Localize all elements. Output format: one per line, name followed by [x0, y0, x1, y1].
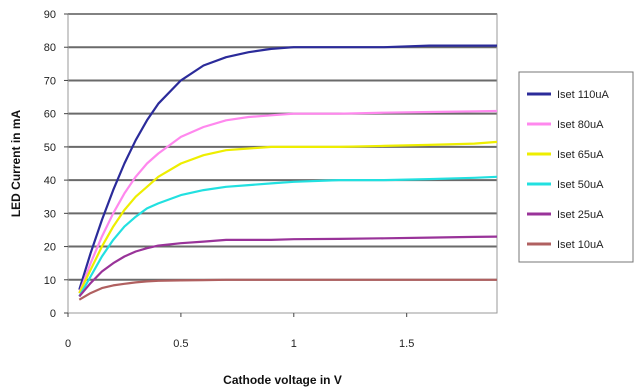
y-tick-label: 70 [44, 75, 56, 87]
y-tick-label: 90 [44, 9, 56, 21]
legend: Iset 110uA Iset 80uA Iset 65uA Iset 50uA Ise… [518, 71, 634, 263]
plot-area [67, 13, 498, 314]
y-axis-label: LED Current in mA [9, 110, 23, 218]
legend-label: Iset 80uA [557, 119, 604, 131]
y-tick-label: 80 [44, 42, 56, 54]
x-tick-label: 1.5 [399, 338, 414, 350]
y-tick-label: 30 [44, 208, 56, 220]
y-tick-label: 0 [50, 308, 56, 320]
legend-label: Iset 25uA [557, 209, 604, 221]
series-lines [78, 44, 498, 301]
y-axis-ticks: 0 10 20 30 40 50 60 70 80 90 [44, 9, 68, 320]
legend-box [518, 71, 634, 263]
series-line-1 [78, 44, 497, 291]
y-tick-label: 20 [44, 242, 56, 254]
y-tick-label: 60 [44, 109, 56, 121]
x-tick-label: 1 [291, 338, 297, 350]
x-tick-label: 0.5 [173, 338, 188, 350]
legend-label: Iset 50uA [557, 179, 604, 191]
y-tick-label: 40 [44, 175, 56, 187]
series-line-2 [78, 109, 498, 294]
x-tick-label: 0 [65, 338, 71, 350]
y-tick-label: 50 [44, 142, 56, 154]
y-tick-label: 10 [44, 275, 56, 287]
series-line-6 [78, 278, 497, 301]
legend-label: Iset 110uA [557, 89, 609, 101]
series-line-4 [78, 175, 498, 297]
x-axis-label: Cathode voltage in V [223, 373, 342, 387]
series-line-3 [78, 140, 498, 294]
x-axis-ticks: 0 0.5 1 1.5 [65, 313, 414, 350]
legend-label: Iset 10uA [557, 239, 604, 251]
series-line-5 [78, 235, 498, 298]
legend-label: Iset 65uA [557, 149, 604, 161]
